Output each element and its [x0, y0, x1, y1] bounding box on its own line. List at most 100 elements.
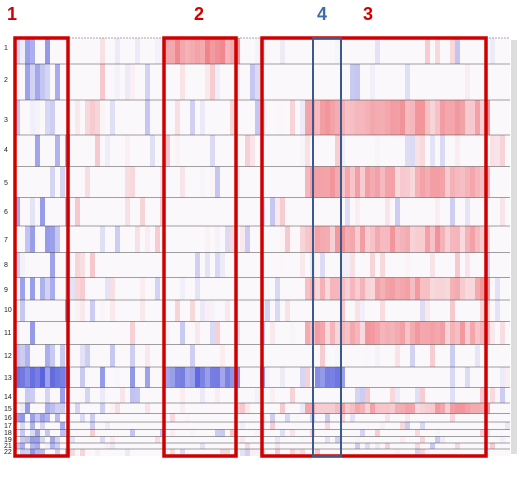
- heatmap-cell: [20, 403, 25, 414]
- heatmap-cell: [205, 252, 210, 278]
- heatmap-cell: [480, 277, 485, 300]
- heatmap-cell: [75, 100, 80, 135]
- heatmap-cell: [335, 135, 340, 167]
- chromosome-label: 15: [4, 406, 12, 413]
- heatmap-cell: [100, 226, 105, 253]
- heatmap-cell: [405, 321, 410, 345]
- chromosome-label: 10: [4, 307, 12, 314]
- heatmap-cell: [45, 277, 50, 300]
- heatmap-cell: [185, 414, 190, 423]
- heatmap-cell: [330, 100, 335, 135]
- heatmap-cell: [280, 429, 285, 437]
- heatmap-cell: [300, 100, 305, 135]
- chromosome-label: 18: [4, 430, 12, 437]
- heatmap-cell: [210, 367, 215, 388]
- heatmap-cell: [210, 300, 215, 322]
- heatmap-cell: [455, 100, 460, 135]
- heatmap-cell: [240, 422, 245, 430]
- heatmap-cell: [475, 403, 480, 414]
- chromosome-label: 13: [4, 375, 12, 382]
- heatmap-cell: [165, 321, 170, 345]
- heatmap-cell: [45, 403, 50, 414]
- heatmap-cell: [450, 197, 455, 226]
- chromosome-label: 21: [4, 443, 12, 450]
- heatmap-cell: [400, 166, 405, 198]
- heatmap-cell: [430, 226, 435, 253]
- heatmap-cell: [385, 443, 390, 449]
- heatmap-cell: [300, 437, 305, 444]
- heatmap-cell: [70, 277, 75, 300]
- heatmap-cell: [355, 226, 360, 253]
- heatmap-cell: [250, 449, 255, 456]
- heatmap-cell: [255, 100, 260, 135]
- heatmap-cell: [15, 197, 20, 226]
- heatmap-cell: [505, 367, 510, 388]
- heatmap-cell: [445, 100, 450, 135]
- heatmap-cell: [60, 429, 65, 437]
- heatmap-cell: [350, 252, 355, 278]
- heatmap-cell: [420, 300, 425, 322]
- heatmap-cell: [110, 277, 115, 300]
- heatmap-cell: [400, 226, 405, 253]
- heatmap-cell: [475, 321, 480, 345]
- heatmap-cell: [355, 64, 360, 100]
- heatmap-cell: [370, 100, 375, 135]
- heatmap-cell: [15, 321, 20, 345]
- heatmap-cell: [405, 413, 410, 422]
- heatmap-cell: [30, 429, 35, 437]
- heatmap-cell: [480, 387, 485, 403]
- heatmap-cell: [45, 64, 50, 100]
- heatmap-cell: [375, 166, 380, 198]
- heatmap-cell: [205, 367, 210, 388]
- heatmap-cell: [395, 166, 400, 198]
- heatmap-cell: [110, 64, 115, 100]
- heatmap-cell: [285, 300, 290, 322]
- heatmap-cell: [135, 387, 140, 403]
- heatmap-cell: [180, 38, 185, 64]
- heatmap-cell: [415, 449, 420, 456]
- heatmap-cell: [275, 436, 280, 443]
- heatmap-cell: [350, 100, 355, 135]
- heatmap-cell: [215, 367, 220, 388]
- heatmap-cell: [450, 387, 455, 403]
- heatmap-cell: [15, 367, 20, 388]
- heatmap-cell: [440, 321, 445, 345]
- heatmap-cell: [415, 166, 420, 198]
- heatmap-cell: [425, 277, 430, 300]
- heatmap-cell: [420, 166, 425, 198]
- heatmap-cell: [185, 38, 190, 64]
- heatmap-cell: [355, 100, 360, 135]
- heatmap-cell: [325, 413, 330, 422]
- heatmap-cell: [300, 403, 305, 414]
- heatmap-cell: [300, 449, 305, 456]
- heatmap-cell: [60, 422, 65, 430]
- heatmap-cell: [35, 449, 40, 456]
- heatmap-cell: [365, 226, 370, 253]
- heatmap-cell: [115, 403, 120, 414]
- heatmap-cell: [505, 422, 510, 430]
- heatmap-cell: [250, 135, 255, 167]
- heatmap-cell: [100, 64, 105, 100]
- heatmap-cell: [60, 344, 65, 367]
- heatmap-cell: [35, 443, 40, 449]
- heatmap-cell: [490, 135, 495, 167]
- region-box-2: [162, 36, 238, 458]
- heatmap-cell: [50, 226, 55, 253]
- heatmap-cell: [35, 367, 40, 388]
- heatmap-cell: [385, 413, 390, 422]
- heatmap-cell: [410, 321, 415, 345]
- heatmap-cell: [450, 277, 455, 300]
- heatmap-cell: [255, 38, 260, 64]
- heatmap-cell: [440, 100, 445, 135]
- heatmap-cell: [230, 38, 235, 64]
- heatmap-cell: [245, 135, 250, 167]
- heatmap-cell: [40, 197, 45, 226]
- heatmap-cell: [30, 226, 35, 253]
- heatmap-cell: [465, 367, 470, 388]
- heatmap-cell: [55, 436, 60, 443]
- heatmap-cell: [175, 300, 180, 322]
- heatmap-cell: [360, 403, 365, 414]
- heatmap-cell: [315, 226, 320, 253]
- heatmap-cell: [415, 443, 420, 449]
- heatmap-cell: [40, 367, 45, 388]
